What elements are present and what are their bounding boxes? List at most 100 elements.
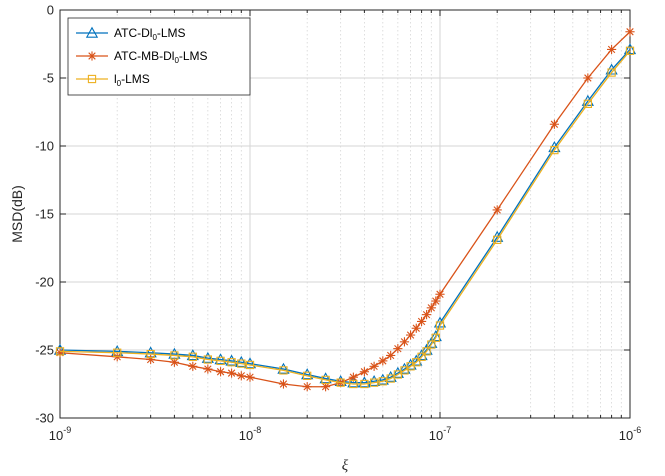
data-point: [227, 358, 236, 367]
data-point: [170, 351, 179, 360]
series-0: [53, 43, 637, 388]
asterisk-stroke: [607, 45, 616, 54]
data-point: [435, 289, 445, 299]
data-point: [607, 68, 616, 77]
data-point: [349, 379, 358, 389]
data-point: [378, 356, 388, 366]
asterisk-stroke: [427, 304, 436, 312]
data-point: [225, 354, 238, 366]
asterisk-stroke: [360, 368, 369, 376]
data-point: [431, 296, 441, 306]
legend-label-subscript: 0: [117, 79, 122, 88]
data-point: [245, 360, 255, 370]
data-point: [226, 368, 237, 378]
data-point: [435, 321, 445, 330]
asterisk-stroke: [88, 52, 96, 60]
legend-label-suffix: -LMS: [179, 49, 208, 63]
y-tick-label: -20: [35, 275, 54, 290]
data-point: [376, 373, 389, 385]
asterisk-stroke: [422, 310, 431, 319]
legend-marker: [85, 26, 99, 38]
data-point: [367, 374, 381, 386]
data-point: [550, 145, 559, 155]
data-point: [425, 336, 438, 348]
data-point: [549, 119, 559, 129]
series-layer: [53, 27, 637, 392]
asterisk-stroke: [321, 383, 330, 391]
data-point: [277, 362, 290, 374]
legend-label: ATC-MB-Dl0-LMS: [114, 49, 208, 65]
data-point: [360, 379, 369, 389]
data-point: [426, 303, 436, 313]
y-tick-label: 0: [47, 3, 54, 18]
data-point: [623, 43, 637, 55]
asterisk-stroke: [406, 331, 415, 339]
asterisk-stroke: [279, 380, 288, 388]
data-point: [201, 351, 214, 363]
x-tick-base: 10: [429, 428, 443, 443]
data-point: [583, 99, 592, 108]
asterisk-stroke: [584, 74, 592, 82]
series-1: [55, 27, 635, 392]
x-tick-label: 10-6: [619, 425, 641, 443]
data-point: [203, 355, 212, 364]
legend-label-suffix: -LMS: [157, 26, 186, 40]
legend-label-prefix: ATC-Dl: [114, 26, 152, 40]
y-tick-label: -15: [35, 207, 54, 222]
data-point: [321, 382, 331, 392]
data-point: [203, 364, 213, 374]
data-point: [378, 377, 387, 386]
data-point: [321, 375, 330, 385]
asterisk-stroke: [349, 373, 358, 381]
asterisk-stroke: [237, 372, 246, 380]
y-tick-label: -10: [35, 139, 54, 154]
data-point: [422, 347, 431, 356]
legend-marker: [87, 51, 97, 61]
data-point: [429, 330, 442, 342]
asterisk-stroke: [493, 206, 501, 214]
data-point: [188, 352, 197, 361]
data-point: [492, 205, 502, 215]
asterisk-stroke: [216, 368, 225, 376]
data-point: [399, 337, 410, 347]
data-point: [416, 316, 427, 327]
data-point: [625, 46, 635, 55]
data-point: [236, 371, 246, 381]
legend-label-prefix: l: [114, 72, 117, 86]
data-point: [303, 371, 312, 380]
x-tick-exponent: -8: [253, 425, 261, 435]
asterisk-stroke: [246, 373, 254, 381]
asterisk-stroke: [412, 324, 420, 332]
data-point: [214, 353, 227, 365]
data-point: [169, 357, 179, 367]
x-tick-label: 10-9: [49, 425, 71, 443]
x-tick-label: 10-7: [429, 425, 451, 443]
legend-label: l0-LMS: [114, 72, 150, 88]
legend-marker: [87, 74, 97, 84]
x-tick-exponent: -7: [443, 425, 451, 435]
asterisk-stroke: [303, 383, 311, 391]
x-tick-exponent: -6: [633, 425, 641, 435]
data-point: [625, 27, 635, 37]
data-point: [237, 359, 246, 368]
asterisk-stroke: [550, 120, 559, 128]
data-point: [386, 350, 396, 361]
series-line: [59, 49, 631, 384]
data-point: [358, 376, 371, 388]
asterisk-stroke: [394, 344, 402, 353]
series-2: [55, 46, 635, 389]
legend-entry: l0-LMS: [76, 72, 150, 88]
data-point: [186, 349, 199, 361]
asterisk-stroke: [626, 28, 634, 36]
data-point: [235, 355, 248, 367]
legend-label: ATC-Dl0-LMS: [114, 26, 186, 42]
x-tick-exponent: -9: [63, 425, 71, 435]
x-tick-base: 10: [239, 428, 253, 443]
asterisk-stroke: [227, 369, 236, 377]
asterisk-stroke: [370, 362, 378, 371]
data-point: [216, 356, 225, 366]
asterisk-stroke: [432, 297, 440, 305]
asterisk-stroke: [189, 362, 197, 371]
